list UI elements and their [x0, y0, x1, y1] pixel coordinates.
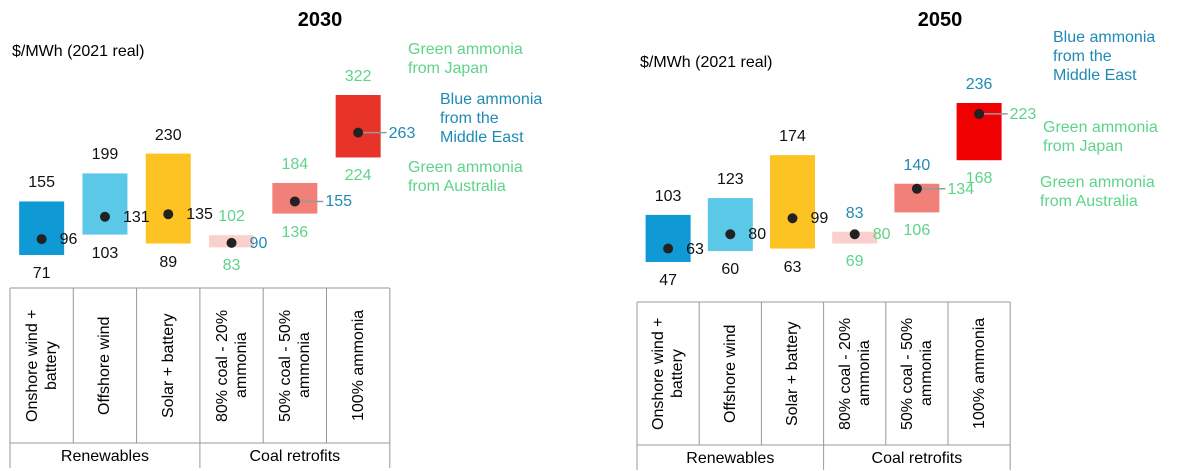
- low-label: 71: [32, 265, 51, 282]
- mid-dot: [226, 237, 237, 248]
- low-label: 103: [91, 244, 119, 262]
- high-label: 155: [28, 174, 55, 192]
- group-label: Renewables: [686, 450, 775, 467]
- high-label: 123: [716, 171, 744, 189]
- mid-label: 134: [947, 180, 975, 198]
- mid-dot: [99, 211, 110, 222]
- group-label: Coal retrofits: [249, 448, 341, 465]
- mid-label: 131: [122, 208, 150, 226]
- mid-dot: [974, 108, 985, 119]
- category-label: 50% coal - 50% ammonia: [276, 309, 313, 422]
- category-label: Onshore wind + battery: [650, 317, 687, 430]
- mid-label: 63: [686, 240, 704, 258]
- range-bar: [82, 173, 128, 235]
- mid-label: 96: [59, 231, 78, 249]
- category-cell: 80% coal - 20% ammonia: [200, 292, 263, 439]
- low-label: 106: [903, 222, 931, 240]
- category-cell: Solar + battery: [137, 292, 200, 439]
- mid-dot: [849, 229, 860, 240]
- category-cell: Offshore wind: [73, 292, 136, 439]
- high-label: 174: [779, 128, 806, 146]
- mid-label: 80: [748, 226, 767, 244]
- category-cell: Offshore wind: [699, 306, 761, 441]
- low-label: 60: [721, 261, 740, 279]
- category-label: 50% coal - 50% ammonia: [898, 317, 935, 430]
- low-label: 168: [965, 170, 993, 188]
- low-label: 63: [783, 258, 802, 276]
- annotation: Green ammonia from Japan: [1043, 119, 1158, 155]
- category-cell: 80% coal - 20% ammonia: [824, 306, 886, 441]
- mid-label: 135: [186, 206, 213, 224]
- high-label: 103: [654, 187, 682, 205]
- chart-title: 2030: [297, 9, 343, 31]
- range-bar: [19, 201, 65, 255]
- category-cell: Onshore wind + battery: [637, 306, 699, 441]
- high-label: 83: [845, 204, 864, 222]
- low-label: 89: [159, 253, 178, 271]
- annotation: Green ammonia from Australia: [408, 159, 523, 195]
- mid-dot: [725, 229, 736, 240]
- group-label: Renewables: [60, 448, 149, 465]
- category-label: Onshore wind + battery: [23, 309, 60, 422]
- unit-label: $/MWh (2021 real): [12, 43, 145, 60]
- category-label: Offshore wind: [96, 316, 114, 415]
- high-label: 184: [281, 155, 309, 173]
- category-cell: 50% coal - 50% ammonia: [886, 306, 948, 441]
- mid-dot: [163, 209, 174, 220]
- low-label: 136: [281, 223, 309, 241]
- high-label: 236: [965, 76, 993, 93]
- range-bar: [145, 153, 191, 244]
- mid-label: 90: [249, 234, 268, 252]
- high-label: 230: [154, 126, 182, 144]
- category-cell: Solar + battery: [761, 306, 823, 441]
- category-label: Solar + battery: [783, 321, 801, 426]
- group-label: Coal retrofits: [871, 450, 963, 467]
- high-label: 140: [903, 156, 931, 174]
- mid-dot: [289, 196, 300, 207]
- category-label: 80% coal - 20% ammonia: [836, 317, 873, 430]
- category-cell: 50% coal - 50% ammonia: [263, 292, 326, 439]
- mid-label: 223: [1009, 105, 1037, 123]
- range-bar: [335, 95, 381, 158]
- mid-label: 155: [325, 193, 353, 211]
- category-cell: 100% ammonia: [948, 306, 1010, 441]
- category-label: Offshore wind: [721, 324, 739, 423]
- annotation: Blue ammonia from the Middle East: [1053, 29, 1156, 84]
- low-label: 69: [845, 253, 864, 271]
- category-label: Solar + battery: [159, 313, 177, 418]
- category-label: 100% ammonia: [349, 309, 367, 422]
- annotation: Green ammonia from Japan: [408, 41, 523, 77]
- mid-dot: [353, 127, 364, 138]
- high-label: 322: [344, 68, 372, 85]
- category-label: 100% ammonia: [970, 317, 988, 430]
- range-bar: [770, 155, 815, 249]
- high-label: 199: [91, 146, 119, 164]
- low-label: 224: [344, 167, 372, 185]
- category-cell: Onshore wind + battery: [10, 292, 73, 439]
- annotation: Green ammonia from Australia: [1040, 174, 1155, 210]
- chart-title: 2050: [917, 9, 963, 31]
- mid-dot: [911, 183, 922, 194]
- range-bar: [645, 214, 691, 262]
- low-label: 47: [659, 272, 677, 289]
- high-label: 102: [218, 208, 245, 226]
- mid-label: 263: [388, 124, 416, 142]
- low-label: 83: [222, 257, 241, 275]
- range-bar: [707, 198, 753, 252]
- mid-dot: [787, 213, 798, 224]
- mid-dot: [663, 243, 674, 254]
- mid-dot: [36, 234, 47, 245]
- mid-label: 99: [810, 210, 829, 228]
- mid-label: 80: [872, 226, 891, 244]
- category-cell: 100% ammonia: [327, 292, 390, 439]
- unit-label: $/MWh (2021 real): [640, 54, 773, 71]
- category-label: 80% coal - 20% ammonia: [213, 309, 250, 422]
- annotation: Blue ammonia from the Middle East: [440, 91, 543, 146]
